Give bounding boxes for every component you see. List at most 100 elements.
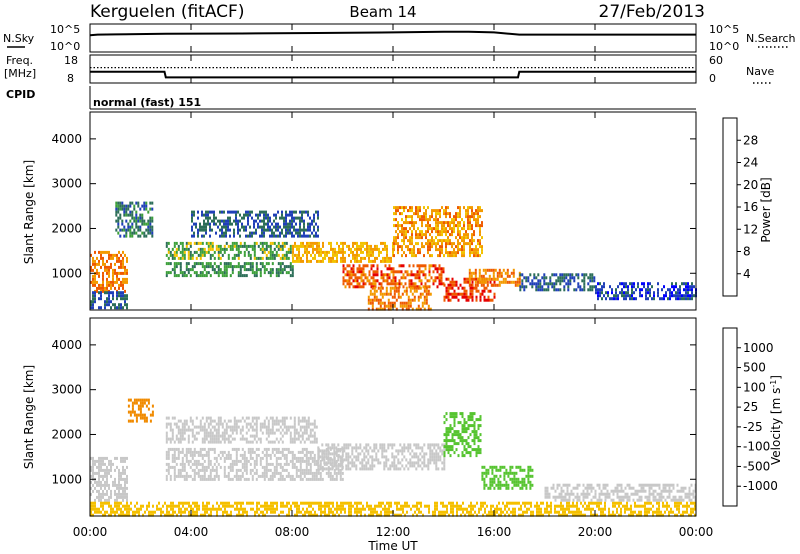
power-cell <box>279 262 282 266</box>
power-cell <box>398 279 401 283</box>
power-cell <box>231 268 234 272</box>
velocity-cell <box>300 510 302 514</box>
power-cell <box>393 206 395 210</box>
power-cell <box>239 228 241 232</box>
power-cell <box>94 250 96 254</box>
power-cell <box>253 274 256 278</box>
velocity-cell <box>146 504 148 508</box>
power-cell <box>227 228 229 232</box>
velocity-cell <box>206 501 208 505</box>
velocity-cell <box>394 513 396 517</box>
velocity-cell <box>165 453 168 457</box>
velocity-cell <box>307 459 310 463</box>
power-cell <box>400 276 403 280</box>
power-cell <box>125 210 128 214</box>
velocity-cell <box>523 477 526 481</box>
velocity-cell <box>305 422 308 426</box>
velocity-cell <box>102 477 104 481</box>
velocity-cell <box>227 425 230 429</box>
velocity-cell <box>213 456 216 460</box>
power-cell <box>296 259 298 263</box>
velocity-cell <box>199 450 202 454</box>
velocity-cell <box>387 467 390 471</box>
power-cell <box>281 256 284 260</box>
power-cell <box>623 294 625 298</box>
power-cell <box>98 306 100 310</box>
power-cell <box>291 253 294 257</box>
velocity-cell <box>165 474 168 478</box>
velocity-cell <box>519 480 522 484</box>
velocity-cell <box>245 422 248 426</box>
power-cell <box>243 225 245 229</box>
velocity-cell <box>225 428 228 432</box>
power-cell <box>463 245 465 249</box>
power-cell <box>439 221 441 225</box>
velocity-cell <box>222 513 224 517</box>
velocity-cell <box>229 453 232 457</box>
velocity-cell <box>92 504 94 508</box>
velocity-cell <box>224 510 226 514</box>
velocity-cell <box>171 459 174 463</box>
velocity-cell <box>320 510 322 514</box>
power-cell <box>393 236 395 240</box>
power-cell <box>407 307 410 311</box>
velocity-cell <box>181 462 184 466</box>
power-cell <box>494 277 497 281</box>
power-cell <box>409 286 412 290</box>
velocity-cell <box>443 464 446 468</box>
velocity-cell <box>183 428 186 432</box>
velocity-cell <box>453 439 456 443</box>
velocity-cell <box>345 464 348 468</box>
power-cell <box>261 262 264 266</box>
power-cell <box>386 253 388 257</box>
power-cell <box>219 256 222 260</box>
velocity-cell <box>209 416 212 420</box>
power-cell <box>623 282 625 286</box>
power-cell <box>235 222 237 226</box>
velocity-cell <box>191 477 194 481</box>
velocity-cell <box>181 428 184 432</box>
power-cell <box>169 250 172 254</box>
velocity-cell <box>280 501 282 505</box>
power-cell <box>437 224 439 228</box>
velocity-cell <box>257 474 260 478</box>
velocity-cell <box>135 401 138 405</box>
velocity-cell <box>323 467 326 471</box>
velocity-cell <box>327 467 330 471</box>
velocity-cell <box>116 495 118 499</box>
power-cell <box>419 307 422 311</box>
velocity-cell <box>122 498 124 502</box>
power-cell <box>123 207 126 211</box>
power-cell <box>431 227 433 231</box>
power-cell <box>92 256 94 260</box>
velocity-cell <box>299 428 302 432</box>
power-cell <box>237 228 239 232</box>
velocity-cell <box>308 501 310 505</box>
velocity-cell <box>367 443 370 447</box>
velocity-cell <box>191 453 194 457</box>
power-cell <box>459 206 461 210</box>
velocity-cell <box>400 513 402 517</box>
velocity-cell <box>201 437 204 441</box>
power-cell <box>227 244 230 248</box>
velocity-cell <box>266 501 268 505</box>
power-cell <box>110 262 112 266</box>
velocity-cell <box>172 513 174 517</box>
velocity-cell <box>305 456 308 460</box>
power-cell <box>104 291 106 295</box>
velocity-cell <box>221 425 224 429</box>
velocity-cell <box>317 449 320 453</box>
power-cell <box>110 253 112 257</box>
velocity-cell <box>165 434 168 438</box>
velocity-cell <box>181 434 184 438</box>
power-cell <box>376 270 379 274</box>
velocity-cell <box>241 447 244 451</box>
velocity-cell <box>212 504 214 508</box>
power-cell <box>403 304 406 308</box>
velocity-cell <box>313 456 316 460</box>
velocity-cell <box>371 467 374 471</box>
power-cell <box>110 283 112 287</box>
power-cell <box>273 241 276 245</box>
velocity-cell <box>285 456 288 460</box>
velocity-cell <box>90 465 92 469</box>
